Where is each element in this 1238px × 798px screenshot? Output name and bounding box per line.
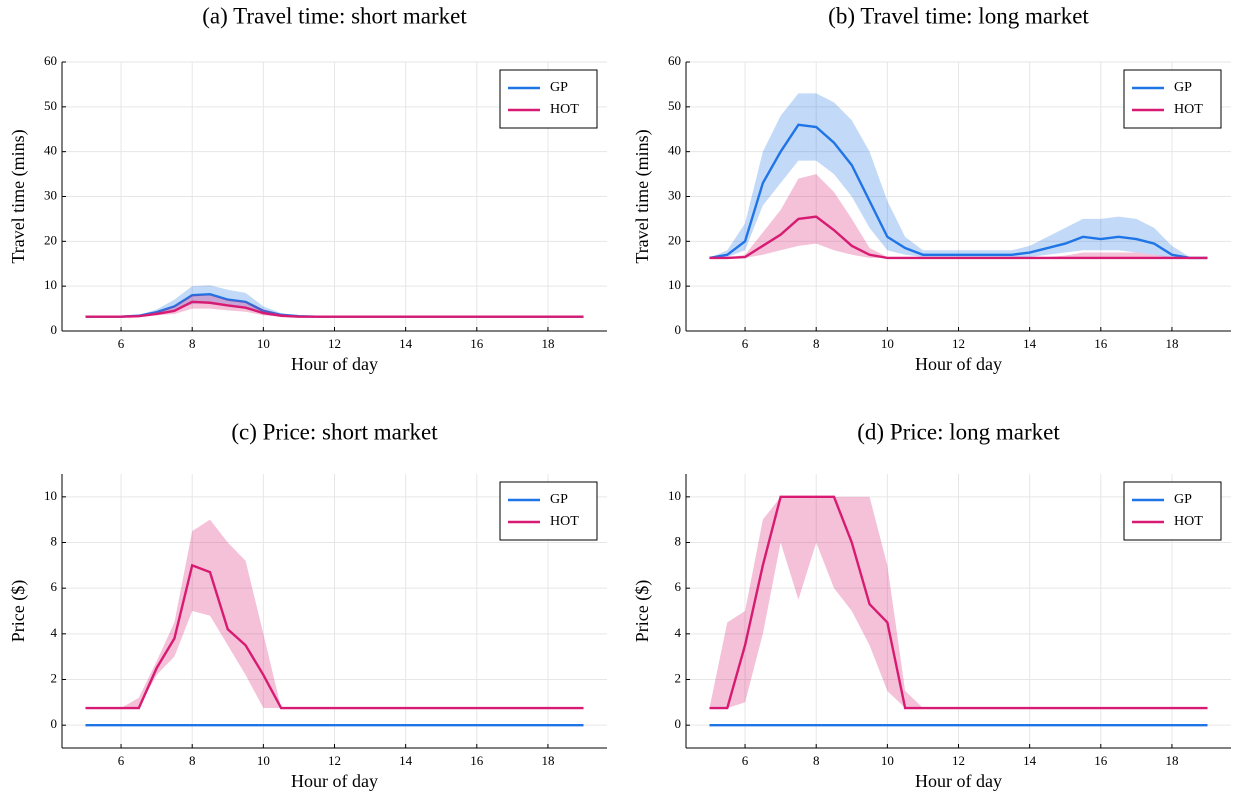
panel-title: (b) Travel time: long market [828,3,1089,28]
x-axis-label: Hour of day [291,354,378,374]
x-tick-label: 12 [328,753,341,768]
y-tick-label: 0 [675,322,682,337]
confidence-band [85,519,584,709]
y-tick-label: 2 [675,670,682,685]
legend-box [1123,481,1222,541]
y-axis-label: Travel time (mins) [8,129,29,263]
y-tick-label: 60 [44,53,57,68]
series-line [709,495,1208,710]
x-tick-label: 14 [1023,336,1037,351]
series-line [709,123,1208,260]
x-tick-label: 8 [813,336,820,351]
legend-box [1123,69,1222,129]
series-line [709,215,1208,260]
legend-box [499,481,598,541]
x-tick-label: 12 [952,336,965,351]
legend-label: HOT [1174,102,1203,117]
x-tick-label: 14 [399,753,413,768]
y-axis-label: Price ($) [8,580,29,642]
y-tick-label: 8 [51,533,58,548]
y-tick-label: 10 [668,277,681,292]
y-tick-label: 40 [44,143,57,158]
x-tick-label: 6 [742,336,749,351]
x-tick-label: 6 [742,753,749,768]
confidence-band [709,93,1208,258]
x-tick-label: 6 [118,336,125,351]
y-tick-label: 60 [668,53,681,68]
legend-label: GP [1174,492,1192,507]
x-tick-label: 12 [952,753,965,768]
x-tick-label: 8 [189,336,196,351]
panel-title: (d) Price: long market [857,419,1060,444]
y-tick-label: 50 [44,98,57,113]
legend-label: HOT [1174,514,1203,529]
x-tick-label: 8 [813,753,820,768]
y-tick-label: 8 [675,533,682,548]
x-tick-label: 18 [541,753,554,768]
panel: (c) Price: short market Hour of day Price … [8,419,607,791]
x-tick-label: 10 [881,753,894,768]
y-tick-label: 0 [51,716,58,731]
x-tick-label: 14 [1023,753,1037,768]
legend-label: GP [1174,80,1192,95]
x-axis-label: Hour of day [915,354,1002,374]
y-tick-label: 10 [44,488,57,503]
confidence-band [709,496,1208,709]
x-tick-label: 14 [399,336,413,351]
y-tick-label: 10 [44,277,57,292]
y-tick-label: 40 [668,143,681,158]
x-tick-label: 18 [541,336,554,351]
y-tick-label: 0 [675,716,682,731]
x-axis-label: Hour of day [291,771,378,791]
panel-title: (a) Travel time: short market [202,3,467,28]
x-axis-label: Hour of day [915,771,1002,791]
x-tick-label: 8 [189,753,196,768]
legend-box [499,69,598,129]
confidence-band [709,174,1208,258]
x-tick-label: 16 [1094,336,1108,351]
y-tick-label: 6 [51,579,58,594]
y-tick-label: 4 [51,625,58,640]
y-tick-label: 10 [668,488,681,503]
x-tick-label: 16 [1094,753,1108,768]
panel: (a) Travel time: short market Hour of day… [8,3,607,374]
y-tick-label: 30 [44,187,57,202]
y-tick-label: 4 [675,625,682,640]
confidence-band [85,295,584,317]
x-tick-label: 12 [328,336,341,351]
y-tick-label: 20 [44,232,57,247]
x-tick-label: 18 [1165,336,1178,351]
x-tick-label: 16 [470,753,484,768]
series-line [85,300,584,318]
legend-label: GP [550,492,568,507]
legend-label: HOT [550,514,579,529]
x-tick-label: 18 [1165,753,1178,768]
x-tick-label: 16 [470,336,484,351]
x-tick-label: 10 [257,336,270,351]
series-line [85,563,584,710]
y-axis-label: Travel time (mins) [632,129,653,263]
x-tick-label: 10 [257,753,270,768]
y-tick-label: 20 [668,232,681,247]
y-tick-label: 2 [51,670,58,685]
y-tick-label: 50 [668,98,681,113]
x-tick-label: 6 [118,753,125,768]
y-axis-label: Price ($) [632,580,653,642]
panel: (b) Travel time: long market Hour of day T… [632,3,1231,374]
x-tick-label: 10 [881,336,894,351]
y-tick-label: 0 [51,322,58,337]
panel-title: (c) Price: short market [231,419,438,444]
panel: (d) Price: long market Hour of day Price (… [632,419,1231,791]
y-tick-label: 30 [668,187,681,202]
legend-label: GP [550,80,568,95]
y-tick-label: 6 [675,579,682,594]
legend-label: HOT [550,102,579,117]
